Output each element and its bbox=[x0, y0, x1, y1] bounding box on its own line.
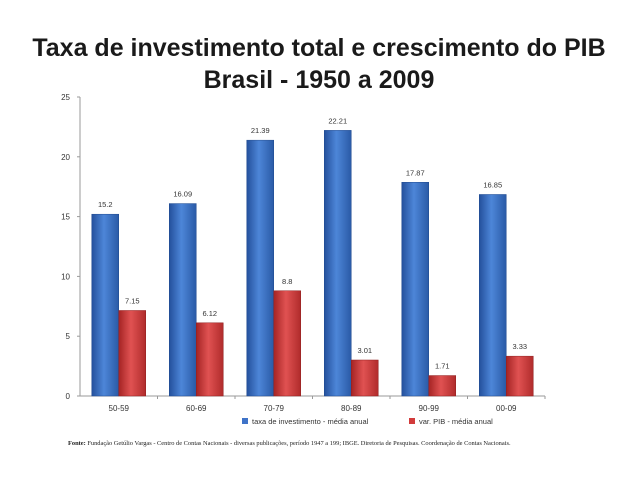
x-tick-label: 50-59 bbox=[109, 404, 130, 413]
data-label: 22.21 bbox=[328, 116, 347, 125]
legend-investment-label: taxa de investimento - média anual bbox=[252, 417, 369, 426]
legend-investment-swatch bbox=[242, 418, 248, 424]
legend: taxa de investimento - média anual var. P… bbox=[242, 417, 493, 426]
x-tick-label: 60-69 bbox=[186, 404, 207, 413]
bars bbox=[91, 130, 534, 397]
source-note: Fonte: Fundação Getúlio Vargas - Centro … bbox=[68, 440, 628, 447]
investment-bar bbox=[91, 213, 119, 397]
source-label: Fonte: bbox=[68, 440, 86, 447]
axes: 0 5 10 15 20 25 50-59 60-69 70-79 80-89 90-99 00-09 bbox=[61, 93, 546, 413]
x-tick-label: 90-99 bbox=[419, 404, 440, 413]
x-tick-label: 70-79 bbox=[264, 404, 285, 413]
chart-title: Taxa de investimento total e crescimento… bbox=[0, 32, 638, 96]
data-label: 16.85 bbox=[483, 180, 502, 189]
investment-bar bbox=[324, 130, 352, 397]
data-label: 7.15 bbox=[125, 296, 140, 305]
gdp-growth-bar bbox=[428, 375, 456, 397]
data-label: 17.87 bbox=[406, 168, 425, 177]
legend-gdp-growth-label: var. PIB - média anual bbox=[419, 417, 493, 426]
x-tick-label: 80-89 bbox=[341, 404, 362, 413]
data-label: 3.33 bbox=[512, 342, 527, 351]
gdp-growth-bar bbox=[351, 359, 379, 397]
data-label: 3.01 bbox=[357, 346, 372, 355]
y-tick-label: 15 bbox=[61, 213, 70, 222]
source-text: Fundação Getúlio Vargas - Centro de Cont… bbox=[87, 440, 511, 447]
gdp-growth-bar bbox=[196, 322, 224, 397]
investment-bar bbox=[479, 194, 507, 397]
y-tick-label: 10 bbox=[61, 272, 70, 281]
x-tick-label: 00-09 bbox=[496, 404, 517, 413]
y-tick-label: 5 bbox=[66, 332, 71, 341]
gdp-growth-bar bbox=[273, 290, 301, 397]
data-label: 1.71 bbox=[435, 362, 450, 371]
chart-title-line-2: Brasil - 1950 a 2009 bbox=[203, 66, 435, 94]
gdp-growth-bar bbox=[506, 355, 534, 397]
legend-gdp-growth-swatch bbox=[409, 418, 415, 424]
y-tick-label: 25 bbox=[61, 93, 70, 102]
data-label: 16.09 bbox=[173, 190, 192, 199]
investment-bar bbox=[246, 139, 274, 397]
y-tick-label: 20 bbox=[61, 153, 70, 162]
data-label: 8.8 bbox=[282, 277, 292, 286]
data-labels: 15.2 16.09 21.39 22.21 17.87 16.85 7.15 6.12 8.8… bbox=[98, 116, 527, 370]
data-label: 15.2 bbox=[98, 200, 113, 209]
chart-title-line-1: Taxa de investimento total e crescimento… bbox=[32, 34, 606, 62]
data-label: 6.12 bbox=[202, 309, 217, 318]
investment-bar bbox=[169, 203, 197, 397]
y-tick-label: 0 bbox=[66, 392, 71, 401]
investment-bar bbox=[401, 182, 429, 397]
data-label: 21.39 bbox=[251, 126, 270, 135]
gdp-growth-bar bbox=[118, 310, 146, 397]
